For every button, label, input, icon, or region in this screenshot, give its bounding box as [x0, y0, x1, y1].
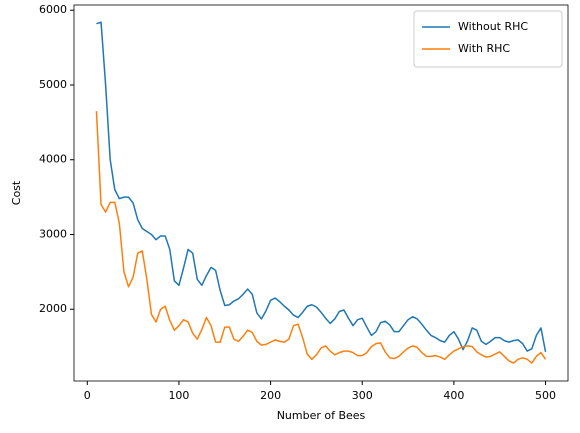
legend-box [413, 10, 563, 68]
y-tick-label: 5000 [39, 78, 67, 91]
x-tick-label: 500 [535, 389, 556, 402]
x-tick-label: 300 [352, 389, 373, 402]
y-axis-label: Cost [10, 180, 23, 205]
series-line [95, 111, 547, 364]
plot-frame [73, 4, 569, 382]
y-tick-label: 3000 [39, 227, 67, 240]
legend-label: Without RHC [458, 20, 528, 33]
x-axis-label: Number of Bees [277, 409, 366, 422]
y-tick-label: 2000 [39, 302, 67, 315]
series-line [96, 21, 547, 352]
y-tick-label: 4000 [39, 153, 67, 166]
x-tick-label: 100 [168, 389, 189, 402]
x-tick-label: 0 [84, 389, 91, 402]
x-tick-label: 200 [260, 389, 281, 402]
legend-label: With RHC [458, 42, 510, 55]
y-tick-label: 6000 [39, 3, 67, 16]
x-tick-label: 400 [443, 389, 464, 402]
